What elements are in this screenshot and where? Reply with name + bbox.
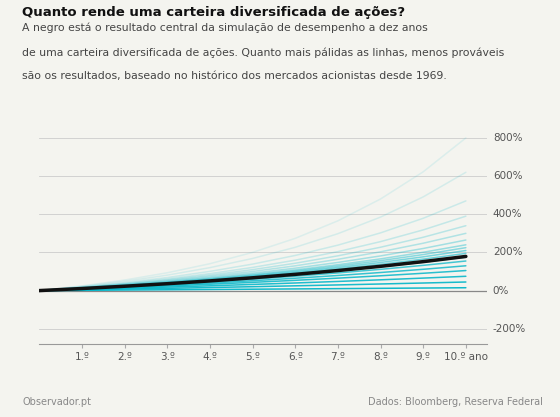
Text: Observador.pt: Observador.pt	[22, 397, 91, 407]
Text: 400%: 400%	[493, 209, 522, 219]
Text: 0%: 0%	[493, 286, 509, 296]
Text: 200%: 200%	[493, 247, 522, 257]
Text: -200%: -200%	[493, 324, 526, 334]
Text: são os resultados, baseado no histórico dos mercados acionistas desde 1969.: são os resultados, baseado no histórico …	[22, 71, 447, 81]
Text: Dados: Bloomberg, Reserva Federal: Dados: Bloomberg, Reserva Federal	[368, 397, 543, 407]
Text: 600%: 600%	[493, 171, 522, 181]
Text: Quanto rende uma carteira diversificada de ações?: Quanto rende uma carteira diversificada …	[22, 6, 405, 19]
Text: A negro está o resultado central da simulação de desempenho a dez anos: A negro está o resultado central da simu…	[22, 23, 428, 33]
Text: de uma carteira diversificada de ações. Quanto mais pálidas as linhas, menos pro: de uma carteira diversificada de ações. …	[22, 47, 505, 58]
Text: 800%: 800%	[493, 133, 522, 143]
